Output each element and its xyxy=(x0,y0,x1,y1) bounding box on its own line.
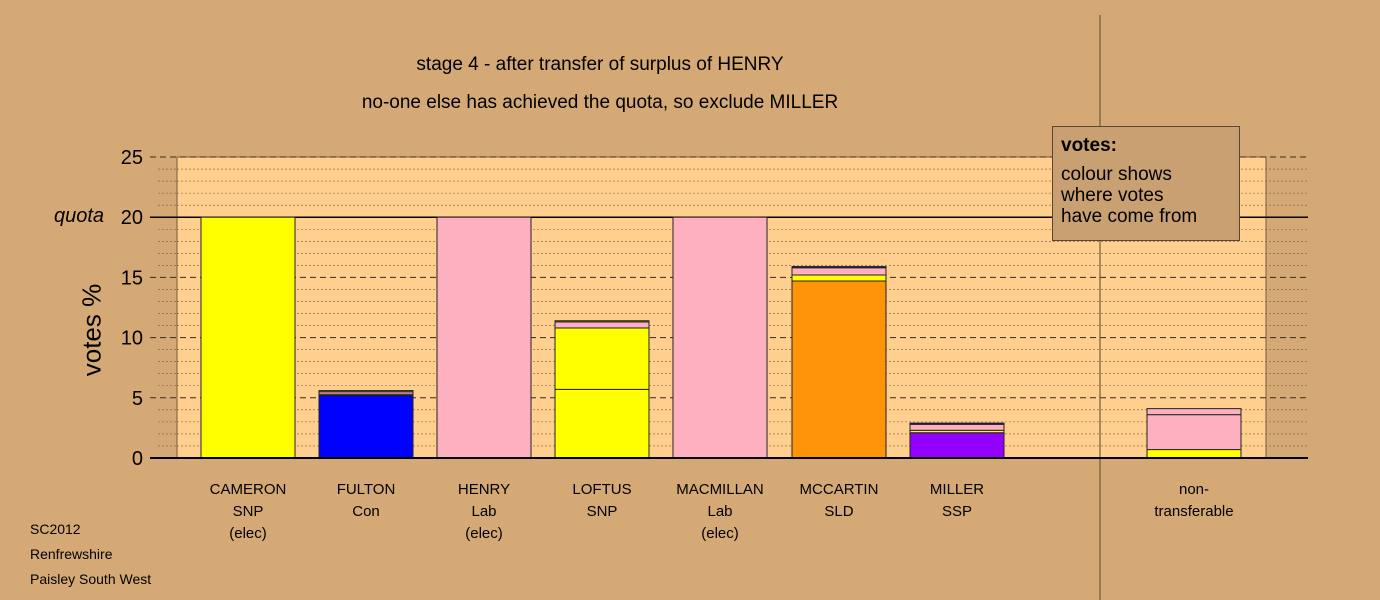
y-tick-label: 20 xyxy=(121,207,143,229)
candidate-status: (elec) xyxy=(701,525,739,542)
bar-segment-mccartin xyxy=(791,266,887,269)
bar-segment-loftus xyxy=(554,327,650,390)
candidate-party: SSP xyxy=(941,503,972,520)
footer-ward: Paisley South West xyxy=(30,571,152,587)
bar-segment-loftus xyxy=(554,321,650,329)
y-axis-label: votes % xyxy=(76,283,107,377)
y-tick-label: 5 xyxy=(132,388,143,410)
candidate-party: Con xyxy=(352,503,380,520)
y-tick-label: 25 xyxy=(121,147,143,169)
candidate-party: Lab xyxy=(471,503,497,520)
legend-title: votes: xyxy=(1061,135,1117,156)
candidate-label-loftus: LOFTUS SNP xyxy=(542,479,662,523)
candidate-name: CAMERON xyxy=(209,481,287,498)
bar-segment-non-transferable xyxy=(1146,449,1242,459)
nontransferable-line-1: non- xyxy=(1178,481,1210,498)
bar-segment-mccartin xyxy=(791,274,887,282)
legend-line-2: where votes xyxy=(1061,185,1164,206)
candidate-name: MCCARTIN xyxy=(799,481,879,498)
candidate-name: HENRY xyxy=(457,481,511,498)
candidate-status: (elec) xyxy=(229,525,267,542)
candidate-name: FULTON xyxy=(336,481,396,498)
footer-election: SC2012 xyxy=(30,521,81,537)
bar-segment-miller xyxy=(909,422,1005,425)
bar-segment-mccartin xyxy=(791,267,887,276)
legend-line-1: colour shows xyxy=(1061,164,1172,185)
candidate-status: (elec) xyxy=(465,525,503,542)
candidate-party: SNP xyxy=(232,503,264,520)
footer-council: Renfrewshire xyxy=(30,546,113,562)
candidate-party: Lab xyxy=(707,503,733,520)
bar-segment-miller xyxy=(909,432,1005,459)
nontransferable-label: non- transferable xyxy=(1134,479,1254,523)
bar-segment-fulton xyxy=(318,390,414,393)
bar-segment-loftus xyxy=(554,320,650,323)
quota-label: quota xyxy=(54,205,105,227)
bar-segment-fulton xyxy=(318,394,414,459)
candidate-label-miller: MILLER SSP xyxy=(897,479,1017,523)
candidate-party: SNP xyxy=(586,503,618,520)
bar-segment-henry xyxy=(436,216,532,459)
candidate-label-macmillan: MACMILLAN Lab (elec) xyxy=(660,479,780,545)
candidate-label-henry: HENRY Lab (elec) xyxy=(424,479,544,545)
nontransferable-line-2: transferable xyxy=(1154,503,1234,520)
candidate-name: MILLER xyxy=(929,481,985,498)
bar-segment-mccartin xyxy=(791,280,887,459)
candidate-party: SLD xyxy=(824,503,854,520)
legend-line-3: have come from xyxy=(1061,206,1198,227)
candidate-label-cameron: CAMERON SNP (elec) xyxy=(188,479,308,545)
candidate-name: LOFTUS xyxy=(572,481,632,498)
legend-box: votes: colour shows where votes have com… xyxy=(1052,126,1240,241)
bar-segment-loftus xyxy=(554,388,650,459)
bar-segment-miller xyxy=(909,423,1005,431)
y-tick-label: 15 xyxy=(121,267,143,289)
chart-title-stage: stage 4 - after transfer of surplus of H… xyxy=(416,54,784,75)
candidate-label-mccartin: MCCARTIN SLD xyxy=(779,479,899,523)
candidate-label-fulton: FULTON Con xyxy=(306,479,426,523)
bar-segment-cameron xyxy=(200,216,296,459)
bar-segment-macmillan xyxy=(672,216,768,459)
y-tick-label: 10 xyxy=(121,328,143,350)
chart-subtitle-exclusion: no-one else has achieved the quota, so e… xyxy=(361,92,839,113)
y-tick-label: 0 xyxy=(132,448,143,470)
candidate-name: MACMILLAN xyxy=(676,481,764,498)
bar-segment-non-transferable xyxy=(1146,414,1242,451)
bar-segment-non-transferable xyxy=(1146,408,1242,416)
